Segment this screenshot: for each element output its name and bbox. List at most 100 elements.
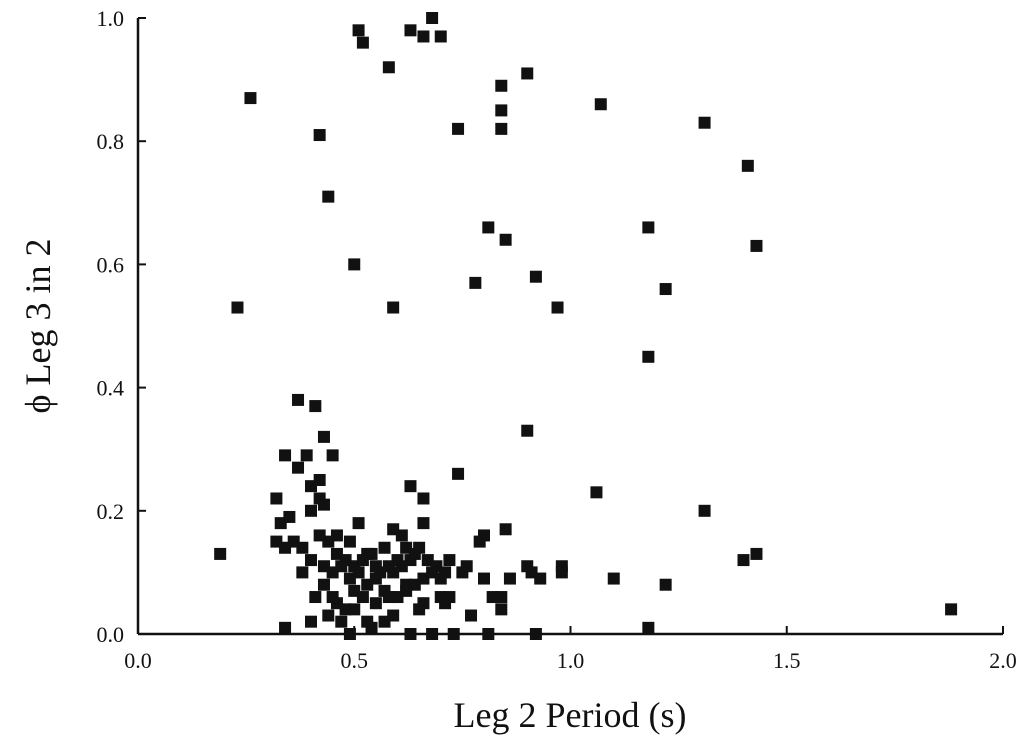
data-point xyxy=(737,554,750,567)
data-point xyxy=(283,510,296,523)
data-point xyxy=(317,498,330,511)
data-point xyxy=(434,572,447,585)
data-point xyxy=(365,547,378,560)
data-point xyxy=(499,523,512,536)
x-tick-label: 2.0 xyxy=(989,648,1017,673)
data-point xyxy=(642,221,655,234)
data-point xyxy=(309,591,322,604)
data-point xyxy=(305,554,317,567)
data-point xyxy=(417,517,430,530)
data-point xyxy=(555,566,568,579)
data-point xyxy=(287,535,300,548)
data-point xyxy=(590,486,603,499)
data-point xyxy=(482,221,495,234)
data-point xyxy=(317,578,330,591)
plot-axes xyxy=(136,18,1003,636)
data-point xyxy=(741,159,754,172)
axis-ticks: 0.0 0.5 1.0 1.5 2.0 0.0 0.2 0.4 0.6 0.8 1.0 xyxy=(97,6,1017,673)
data-point xyxy=(417,597,430,610)
data-point xyxy=(343,535,356,548)
data-point xyxy=(404,628,417,640)
data-point xyxy=(305,615,317,628)
data-point xyxy=(945,603,958,616)
x-tick-label: 0.0 xyxy=(124,648,152,673)
data-point xyxy=(382,591,395,604)
y-tick-label: 0.2 xyxy=(97,499,125,524)
data-point xyxy=(594,98,607,111)
data-point xyxy=(231,301,244,314)
data-point xyxy=(642,350,655,363)
data-point xyxy=(382,61,395,74)
data-point xyxy=(447,628,460,640)
data-point xyxy=(426,628,439,640)
data-point xyxy=(452,122,465,135)
data-point xyxy=(499,233,512,246)
data-point xyxy=(292,393,305,406)
data-point xyxy=(326,591,339,604)
data-point xyxy=(417,30,430,43)
data-points xyxy=(214,12,958,640)
data-point xyxy=(326,449,339,462)
data-point xyxy=(300,449,313,462)
data-point xyxy=(659,578,672,591)
data-point xyxy=(460,560,473,573)
data-point xyxy=(387,609,400,622)
data-point xyxy=(478,572,490,585)
data-point xyxy=(387,301,400,314)
data-point xyxy=(698,116,711,129)
data-point xyxy=(426,12,439,24)
y-axis-title: ϕ Leg 3 in 2 xyxy=(18,239,58,414)
y-tick-label: 0.0 xyxy=(97,622,125,647)
data-point xyxy=(521,67,534,80)
data-point xyxy=(279,621,292,634)
data-point xyxy=(495,104,508,117)
data-point xyxy=(348,603,361,616)
data-point xyxy=(404,24,417,37)
x-axis-title: Leg 2 Period (s) xyxy=(454,695,687,735)
data-point xyxy=(214,547,227,560)
data-point xyxy=(417,492,430,505)
data-point xyxy=(551,301,564,314)
data-point xyxy=(521,424,534,437)
data-point xyxy=(348,258,361,271)
data-point xyxy=(317,430,330,443)
y-tick-label: 0.8 xyxy=(97,129,125,154)
data-point xyxy=(313,474,326,486)
y-tick-label: 1.0 xyxy=(97,6,125,31)
data-point xyxy=(369,597,382,610)
data-point xyxy=(452,467,465,480)
data-point xyxy=(391,554,404,567)
data-point xyxy=(313,529,326,542)
data-point xyxy=(478,529,490,542)
data-point xyxy=(343,628,356,640)
data-point xyxy=(404,480,417,493)
x-tick-label: 1.5 xyxy=(773,648,801,673)
data-point xyxy=(305,504,317,517)
data-point xyxy=(495,79,508,92)
data-point xyxy=(296,566,309,579)
x-tick-label: 1.0 xyxy=(557,648,585,673)
data-point xyxy=(659,283,672,296)
data-point xyxy=(434,30,447,43)
data-point xyxy=(352,517,365,530)
data-point xyxy=(495,591,508,604)
data-point xyxy=(309,400,322,413)
data-point xyxy=(534,572,547,585)
data-point xyxy=(361,615,374,628)
data-point xyxy=(495,603,508,616)
data-point xyxy=(607,572,620,585)
y-tick-label: 0.4 xyxy=(97,376,125,401)
data-point xyxy=(292,461,305,474)
data-point xyxy=(750,239,763,252)
x-tick-label: 0.5 xyxy=(341,648,369,673)
data-point xyxy=(642,621,655,634)
data-point xyxy=(408,547,421,560)
y-tick-label: 0.6 xyxy=(97,252,125,277)
data-point xyxy=(529,628,542,640)
data-point xyxy=(503,572,516,585)
data-point xyxy=(322,609,335,622)
data-point xyxy=(313,129,326,142)
data-point xyxy=(395,529,408,542)
data-point xyxy=(482,628,495,640)
